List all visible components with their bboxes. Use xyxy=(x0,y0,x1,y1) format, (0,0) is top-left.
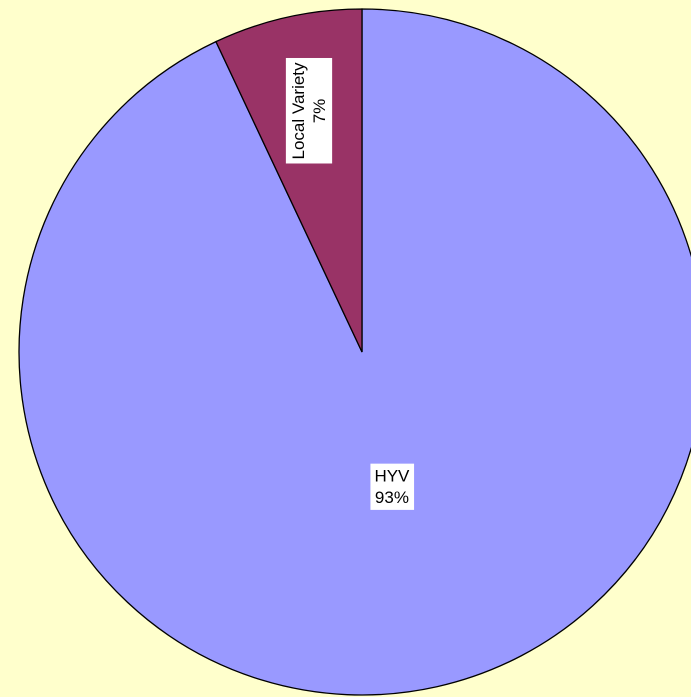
label-box xyxy=(285,57,333,164)
label-text: Local Variety 7% xyxy=(289,62,329,160)
category-label: HYV xyxy=(374,467,410,486)
value-label: 7% xyxy=(310,99,329,124)
value-label: 93% xyxy=(375,488,409,507)
category-label: Local Variety xyxy=(289,62,308,160)
pie-slice xyxy=(18,8,691,696)
data-label: HYV 93% xyxy=(370,463,415,510)
data-label: Local Variety 7% xyxy=(285,57,333,164)
label-text: HYV 93% xyxy=(374,467,410,507)
label-box xyxy=(370,463,415,510)
